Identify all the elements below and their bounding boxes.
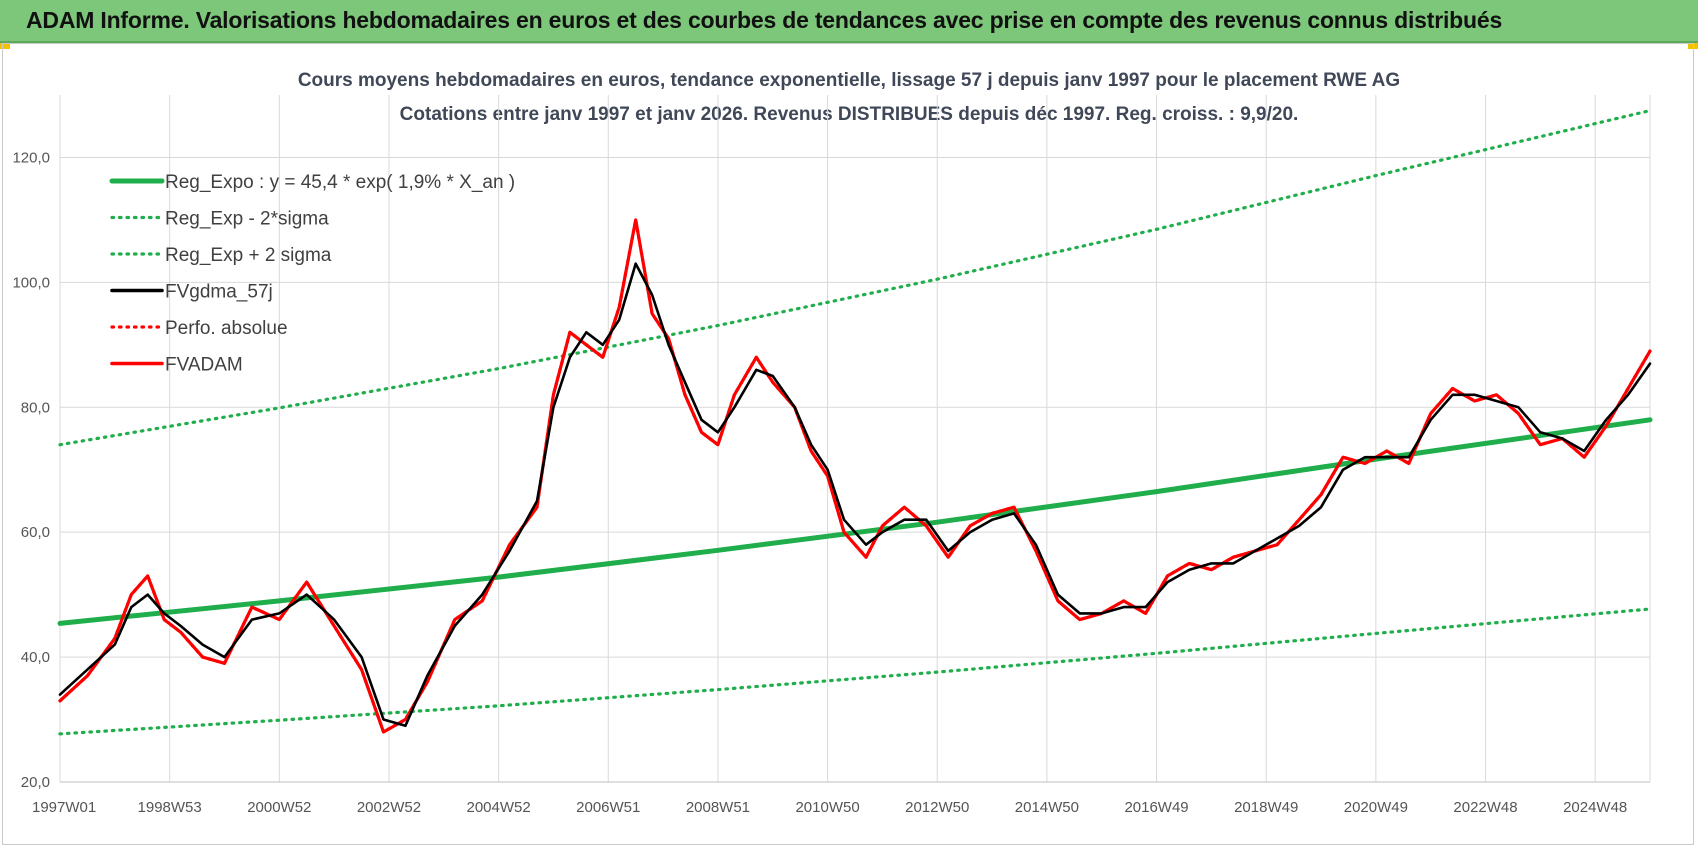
series-line-3: [58, 262, 1652, 728]
legend-label: Perfo. absolue: [165, 318, 288, 339]
x-tick-label: 2014W50: [1015, 799, 1079, 816]
legend-label: FVADAM: [165, 355, 243, 376]
x-tick-label: 2002W52: [357, 799, 421, 816]
header-banner: ADAM Informe. Valorisations hebdomadaire…: [0, 0, 1698, 43]
legend-label: Reg_Exp - 2*sigma: [165, 209, 329, 230]
x-tick-label: 2020W49: [1344, 799, 1408, 816]
axes: 20,0 40,0 60,0 80,0 100,0 120,0 1997W01 1998W53…: [12, 149, 1650, 816]
series-line-2: [58, 108, 1652, 447]
chart-title: Cours moyens hebdomadaires en euros, ten…: [297, 70, 1401, 91]
x-tick-label: 2022W48: [1453, 799, 1517, 816]
x-tick-label: 2006W51: [576, 799, 640, 816]
legend-label: Reg_Exp + 2 sigma: [165, 245, 332, 266]
x-tick-label: 2004W52: [467, 799, 531, 816]
x-tick-label: 2016W49: [1124, 799, 1188, 816]
y-tick-label: 100,0: [12, 274, 50, 291]
y-tick-label: 80,0: [21, 399, 50, 416]
banner-title: ADAM Informe. Valorisations hebdomadaire…: [26, 7, 1503, 33]
y-tick-label: 20,0: [21, 774, 50, 791]
x-tick-label: 2012W50: [905, 799, 969, 816]
x-tick-label: 1998W53: [138, 799, 202, 816]
x-tick-label: 2024W48: [1563, 799, 1627, 816]
y-tick-label: 120,0: [12, 149, 50, 166]
y-tick-label: 60,0: [21, 524, 50, 541]
x-tick-label: 2000W52: [247, 799, 311, 816]
x-tick-label: 2010W50: [795, 799, 859, 816]
y-tick-label: 40,0: [21, 649, 50, 666]
chart-subtitle: Cotations entre janv 1997 et janv 2026. …: [399, 104, 1299, 125]
legend-label: Reg_Expo : y = 45,4 * exp( 1,9% * X_an ): [165, 172, 515, 193]
x-tick-label: 2018W49: [1234, 799, 1298, 816]
legend: Reg_Expo : y = 45,4 * exp( 1,9% * X_an )…: [109, 172, 515, 376]
x-tick-label: 1997W01: [32, 799, 96, 816]
legend-label: FVgdma_57j: [165, 282, 273, 303]
chart-frame: [2, 43, 1694, 845]
series-line-1: [58, 607, 1652, 736]
series-lines: [57, 108, 1653, 736]
corner-marker-left: [0, 43, 10, 49]
x-tick-label: 2008W51: [686, 799, 750, 816]
